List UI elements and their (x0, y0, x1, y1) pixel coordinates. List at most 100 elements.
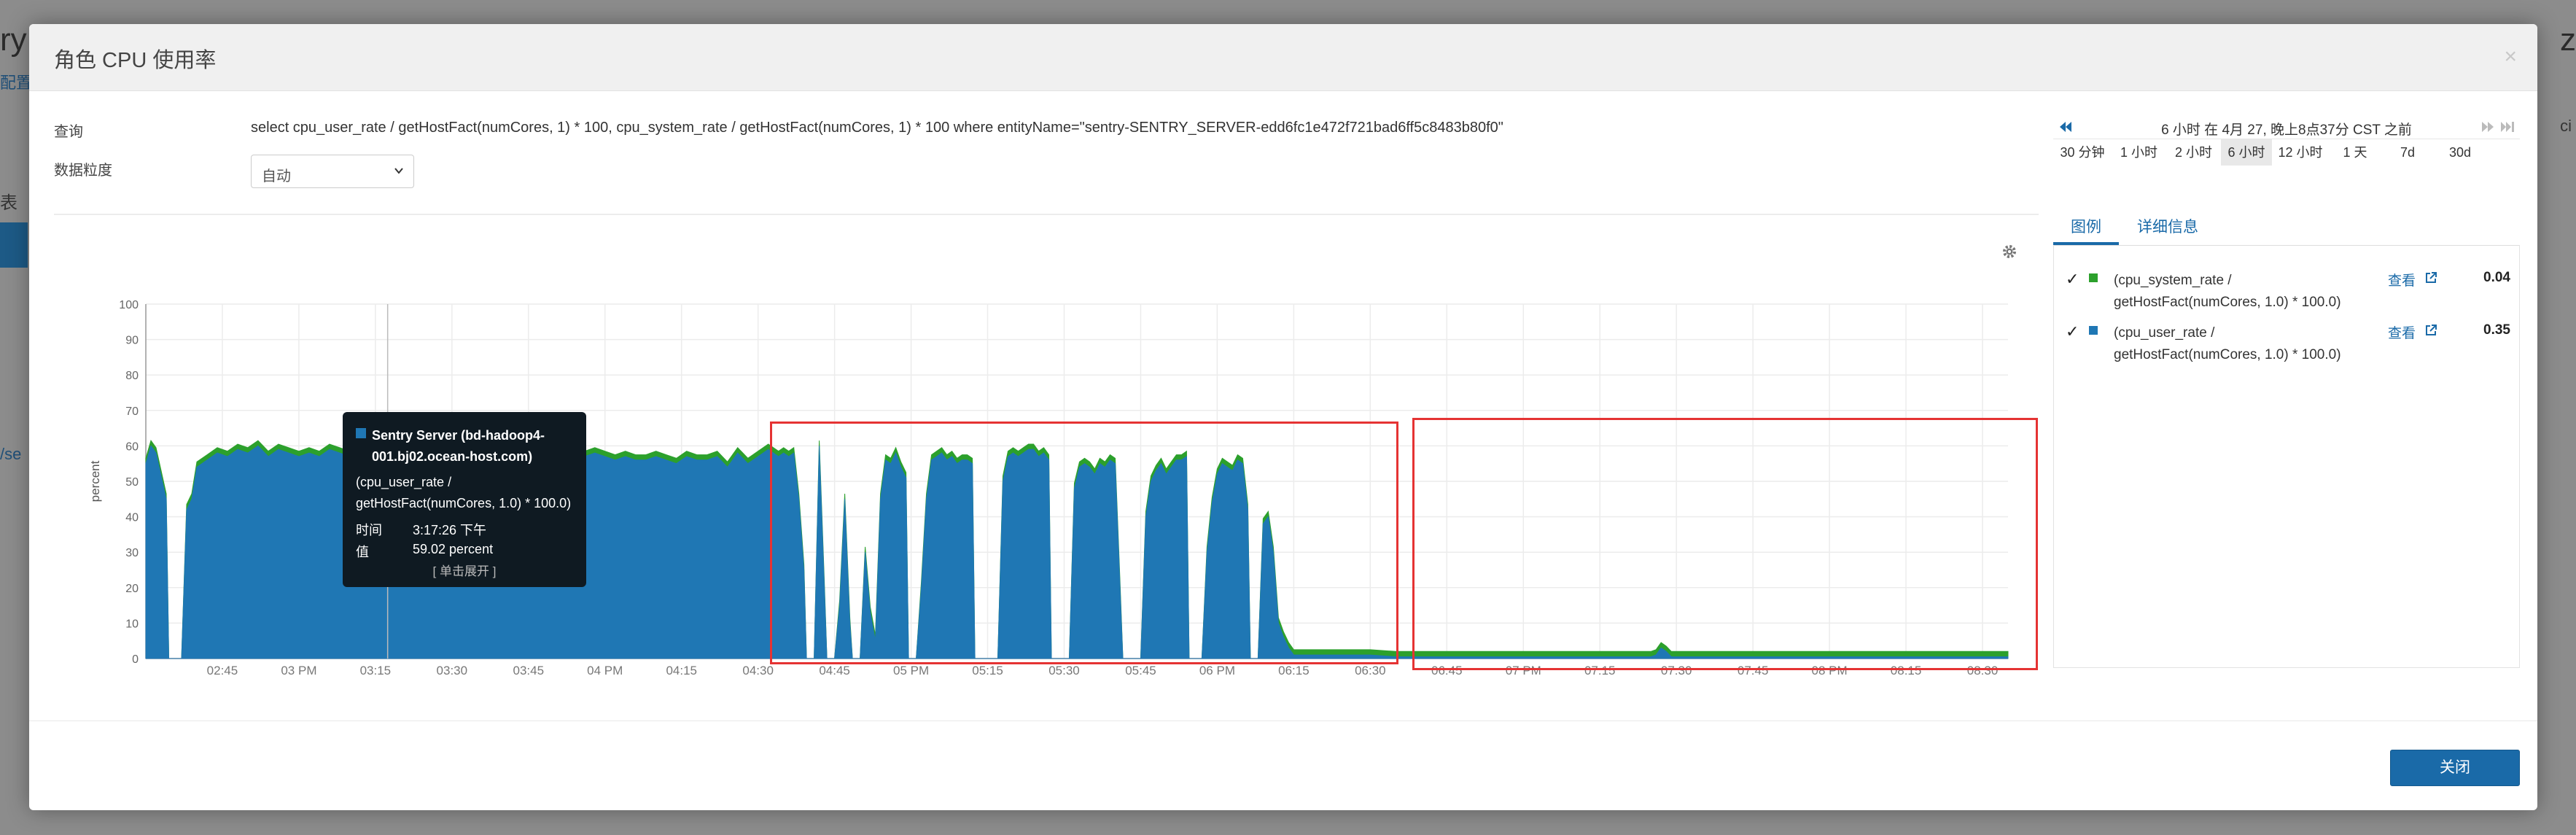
highlight-box-volatile (770, 422, 1398, 664)
tooltip-series: Sentry Server (bd-hadoop4- 001.bj02.ocea… (372, 425, 576, 467)
x-tick-label: 07:45 (1738, 664, 1769, 677)
x-tick-label: 06 PM (1199, 664, 1235, 677)
chevron-down-icon (394, 168, 403, 174)
y-tick-label: 0 (132, 653, 139, 666)
y-tick-label: 20 (125, 583, 139, 595)
background-right-fragment-2: ci (2560, 117, 2572, 135)
x-tick-label: 06:45 (1431, 664, 1463, 677)
close-button[interactable]: 关闭 (2390, 750, 2520, 786)
legend-view-link[interactable]: 查看 (2388, 273, 2416, 289)
x-tick-label: 06:15 (1278, 664, 1310, 677)
external-link-icon[interactable] (2424, 271, 2437, 284)
x-tick-label: 04:15 (666, 664, 697, 677)
legend-panel: ✓ (cpu_system_rate / getHostFact(numCore… (2053, 245, 2520, 668)
range-button-2h[interactable]: 2 小时 (2166, 139, 2222, 166)
gear-icon[interactable] (2001, 243, 2018, 260)
y-tick-label: 40 (125, 512, 139, 524)
legend-check-icon[interactable]: ✓ (2066, 322, 2079, 341)
cpu-usage-chart[interactable]: 0 10 20 30 40 50 60 70 80 90 100 02:45 03 PM 03:15 03:… (54, 237, 2015, 689)
legend-name-user: (cpu_user_rate / getHostFact(numCores, 1… (2114, 322, 2362, 366)
tooltip-value-value: 59.02 percent (413, 542, 494, 556)
tooltip-value-label: 值 (356, 545, 369, 559)
background-selected-row (0, 222, 28, 268)
y-tick-label: 90 (125, 335, 139, 347)
background-right-fragment: z (2560, 22, 2576, 58)
background-link-fragment: 配置 (0, 74, 33, 92)
tab-details[interactable]: 详细信息 (2137, 219, 2198, 236)
legend-check-icon[interactable]: ✓ (2066, 270, 2079, 288)
tooltip-expand-link[interactable]: [ 单击展开 ] (432, 564, 497, 578)
x-tick-label: 08:30 (1967, 664, 1999, 677)
x-tick-label: 03:30 (437, 664, 468, 677)
y-tick-label: 10 (125, 618, 139, 630)
skip-to-end-icon[interactable] (2499, 119, 2515, 135)
granularity-label: 数据粒度 (54, 163, 112, 179)
cpu-usage-modal: 角色 CPU 使用率 × 查询 select cpu_user_rate / g… (29, 24, 2537, 810)
x-tick-label: 04 PM (587, 664, 623, 677)
tooltip-series-line2: 001.bj02.ocean-host.com) (372, 449, 533, 464)
tab-legend[interactable]: 图例 (2071, 219, 2101, 236)
legend-name-line1: (cpu_user_rate / (2114, 325, 2215, 341)
range-button-30min[interactable]: 30 分钟 (2053, 139, 2112, 166)
modal-header: 角色 CPU 使用率 × (29, 24, 2537, 91)
range-button-7d[interactable]: 7d (2381, 139, 2435, 166)
x-tick-label: 05:45 (1125, 664, 1156, 677)
y-tick-label: 50 (125, 476, 139, 489)
x-tick-label: 03:45 (513, 664, 545, 677)
x-tick-label: 02:45 (207, 664, 238, 677)
rewind-icon[interactable] (2058, 119, 2074, 135)
legend-swatch-user (2089, 326, 2098, 335)
tooltip-series-line1: Sentry Server (bd-hadoop4- (372, 428, 545, 443)
x-tick-label: 05:15 (972, 664, 1003, 677)
fast-forward-icon[interactable] (2480, 119, 2496, 135)
x-tick-label: 04:45 (819, 664, 850, 677)
x-tick-label: 07:15 (1584, 664, 1616, 677)
legend-name-system: (cpu_system_rate / getHostFact(numCores,… (2114, 270, 2362, 314)
range-button-1d[interactable]: 1 天 (2329, 139, 2382, 166)
x-tick-label: 03 PM (281, 664, 316, 677)
legend-name-line1: (cpu_system_rate / (2114, 273, 2232, 288)
range-button-12h[interactable]: 12 小时 (2272, 139, 2330, 166)
x-tick-label: 07 PM (1506, 664, 1541, 677)
x-tick-label: 04:30 (742, 664, 774, 677)
tooltip-time-value: 3:17:26 下午 (413, 523, 487, 537)
range-button-30d[interactable]: 30d (2434, 139, 2486, 166)
legend-item-user[interactable]: ✓ (cpu_user_rate / getHostFact(numCores,… (2054, 319, 2521, 370)
time-range-buttons: 30 分钟 1 小时 2 小时 6 小时 12 小时 1 天 7d 30d (2053, 139, 2520, 166)
x-tick-label: 08:15 (1891, 664, 1922, 677)
y-tick-label: 100 (119, 299, 139, 311)
legend-name-line2: getHostFact(numCores, 1.0) * 100.0) (2114, 295, 2341, 310)
granularity-value: 自动 (262, 168, 291, 185)
y-tick-label: 80 (125, 370, 139, 382)
background-label-fragment: 表 (0, 193, 17, 213)
legend-swatch-system (2089, 273, 2098, 282)
x-tick-label: 08 PM (1812, 664, 1848, 677)
close-icon[interactable]: × (2504, 44, 2517, 69)
x-tick-label: 07:30 (1661, 664, 1692, 677)
x-tick-label: 06:30 (1355, 664, 1386, 677)
tooltip-time-label: 时间 (356, 523, 382, 537)
query-text: select cpu_user_rate / getHostFact(numCo… (251, 120, 1503, 136)
tooltip-series-swatch (356, 428, 366, 438)
legend-tabs: 图例 详细信息 (2053, 205, 2520, 246)
y-tick-label: 60 (125, 440, 139, 453)
legend-item-system[interactable]: ✓ (cpu_system_rate / getHostFact(numCore… (2054, 267, 2521, 318)
legend-name-line2: getHostFact(numCores, 1.0) * 100.0) (2114, 347, 2341, 362)
external-link-icon[interactable] (2424, 324, 2437, 337)
modal-title: 角色 CPU 使用率 (54, 49, 217, 72)
time-range-nav: 6 小时 在 4月 27, 晚上8点37分 CST 之前 (2053, 117, 2520, 139)
active-tab-underline (2053, 242, 2119, 245)
legend-view-link[interactable]: 查看 (2388, 326, 2416, 341)
y-tick-label: 30 (125, 547, 139, 559)
range-button-1h[interactable]: 1 小时 (2112, 139, 2167, 166)
legend-value-user: 0.35 (2483, 322, 2510, 338)
background-path-fragment: /se (0, 445, 22, 463)
tooltip-metric-line2: getHostFact(numCores, 1.0) * 100.0) (356, 496, 572, 510)
chart-tooltip[interactable]: Sentry Server (bd-hadoop4- 001.bj02.ocea… (343, 412, 586, 587)
granularity-select[interactable]: 自动 (251, 155, 414, 188)
range-button-6h[interactable]: 6 小时 (2221, 139, 2273, 166)
tooltip-metric: (cpu_user_rate / getHostFact(numCores, 1… (356, 472, 582, 514)
y-tick-label: 70 (125, 405, 139, 418)
y-axis-label: percent (88, 460, 102, 502)
query-label: 查询 (54, 124, 83, 140)
